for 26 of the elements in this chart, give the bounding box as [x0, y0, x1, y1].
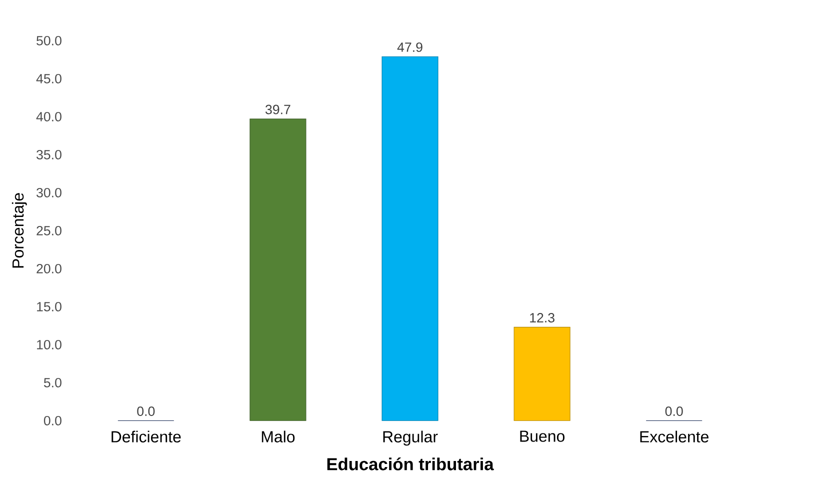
y-tick-label: 5.0 — [44, 378, 62, 388]
data-label: 0.0 — [665, 406, 683, 416]
x-tick-label: Excelente — [640, 430, 708, 442]
y-axis-title: Porcentaje — [12, 193, 27, 268]
x-tick-label: Regular — [383, 430, 438, 446]
y-tick-label: 20.0 — [36, 264, 62, 274]
bar — [250, 118, 306, 421]
bar — [514, 326, 570, 421]
data-label: 39.7 — [265, 104, 290, 114]
x-tick-label: Deficiente — [112, 430, 181, 442]
y-tick-label: 30.0 — [36, 188, 62, 198]
x-tick-label: Malo — [262, 430, 295, 442]
x-tick-label: Bueno — [520, 430, 564, 442]
data-label: 12.3 — [530, 313, 554, 322]
y-tick-label: 40.0 — [36, 112, 62, 122]
y-tick-label: 10.0 — [37, 340, 62, 350]
y-tick-label: 0.0 — [44, 416, 62, 426]
y-tick-label: 35.0 — [36, 150, 62, 160]
data-label: 47.9 — [397, 42, 422, 52]
y-tick-label: 25.0 — [36, 226, 62, 236]
y-tick-label: 45.0 — [36, 74, 62, 84]
x-axis-title: Educación tributaria — [327, 457, 494, 470]
y-tick-label: 15.0 — [37, 302, 62, 312]
data-label: 0.0 — [137, 406, 155, 416]
y-tick-label: 50.0 — [36, 36, 62, 46]
bar — [382, 56, 438, 421]
